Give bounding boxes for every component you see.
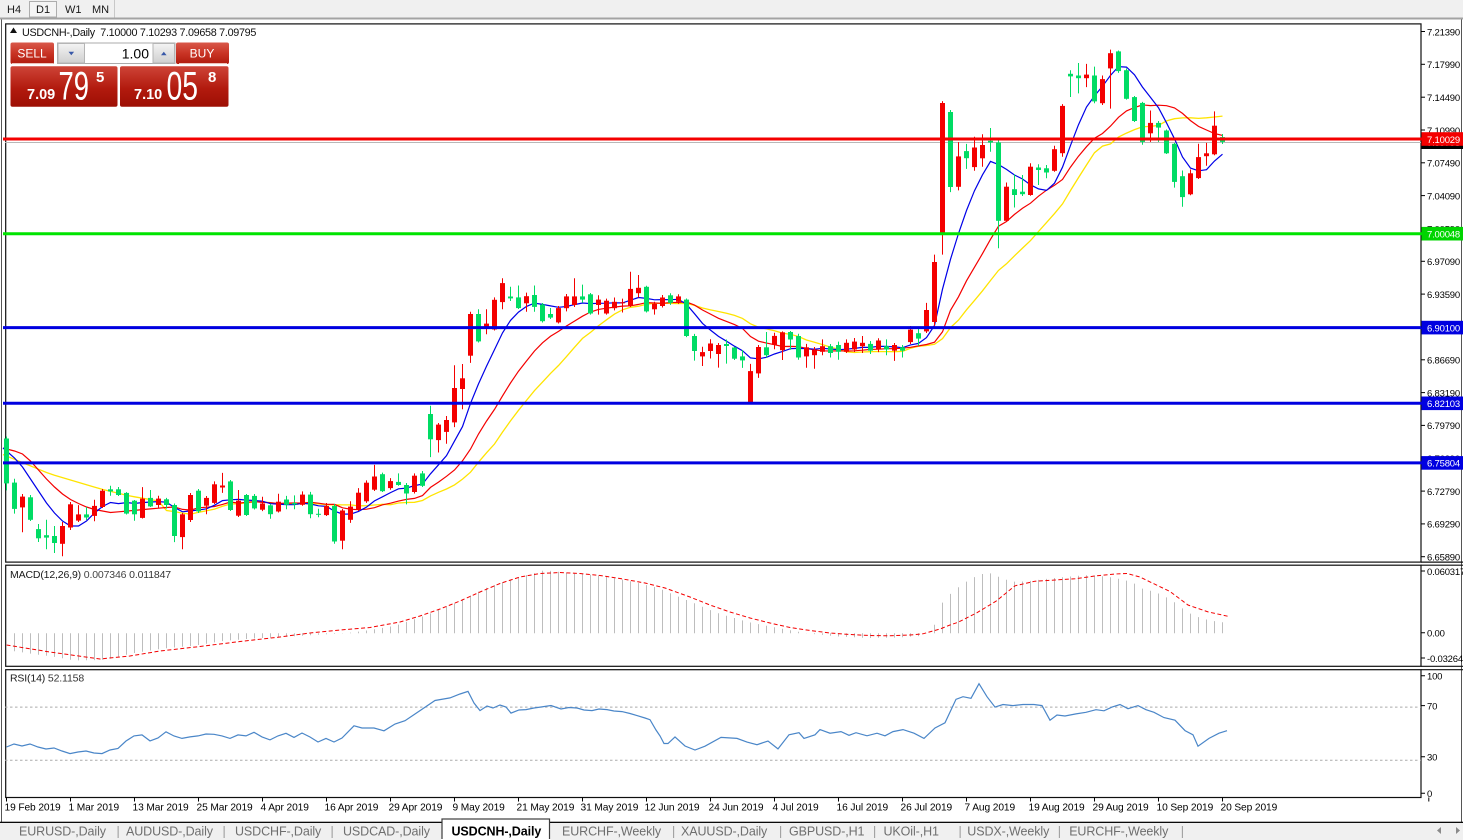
svg-text:19 Aug 2019: 19 Aug 2019 [1029, 803, 1086, 814]
svg-text:|: | [1181, 825, 1184, 839]
svg-text:7.10: 7.10 [134, 87, 162, 103]
svg-text:|: | [959, 825, 962, 839]
svg-text:6.86690: 6.86690 [1427, 356, 1460, 367]
svg-text:|: | [873, 825, 876, 839]
svg-text:6.75804: 6.75804 [1427, 459, 1460, 470]
svg-text:4 Apr 2019: 4 Apr 2019 [261, 803, 310, 814]
svg-text:USDCNH-,Daily 7.10000 7.10293: USDCNH-,Daily 7.10000 7.10293 7.09658 7.… [22, 27, 256, 39]
svg-text:6.97090: 6.97090 [1427, 257, 1460, 268]
svg-text:SELL: SELL [17, 47, 47, 61]
svg-text:7.09: 7.09 [27, 87, 55, 103]
svg-text:EURUSD-,Daily: EURUSD-,Daily [19, 825, 107, 839]
svg-text:7.04090: 7.04090 [1427, 191, 1460, 202]
svg-text:EURCHF-,Weekly: EURCHF-,Weekly [1069, 825, 1169, 839]
svg-text:-0.032648: -0.032648 [1427, 654, 1463, 665]
svg-text:|: | [223, 825, 226, 839]
svg-text:D1: D1 [36, 4, 50, 16]
svg-text:26 Jul 2019: 26 Jul 2019 [901, 803, 953, 814]
svg-text:100: 100 [1427, 672, 1442, 683]
svg-text:29 Aug 2019: 29 Aug 2019 [1093, 803, 1150, 814]
svg-text:GBPUSD-,H1: GBPUSD-,H1 [789, 825, 865, 839]
svg-text:7.07490: 7.07490 [1427, 159, 1460, 170]
svg-text:9 May 2019: 9 May 2019 [453, 803, 506, 814]
svg-text:0.00: 0.00 [1427, 629, 1445, 640]
svg-text:20 Sep 2019: 20 Sep 2019 [1221, 803, 1278, 814]
svg-text:25 Mar 2019: 25 Mar 2019 [197, 803, 254, 814]
svg-text:70: 70 [1427, 701, 1437, 712]
svg-text:19 Feb 2019: 19 Feb 2019 [5, 803, 62, 814]
svg-text:USDCHF-,Daily: USDCHF-,Daily [235, 825, 322, 839]
svg-text:7.10029: 7.10029 [1427, 135, 1460, 146]
svg-text:USDX-,Weekly: USDX-,Weekly [967, 825, 1050, 839]
svg-text:6.69290: 6.69290 [1427, 520, 1460, 531]
svg-text:79: 79 [59, 65, 90, 109]
svg-text:RSI(14) 52.1158: RSI(14) 52.1158 [10, 673, 84, 685]
svg-text:6.93590: 6.93590 [1427, 290, 1460, 301]
svg-text:12 Jun 2019: 12 Jun 2019 [645, 803, 700, 814]
svg-text:USDCNH-,Daily: USDCNH-,Daily [452, 825, 542, 839]
svg-text:7.21390: 7.21390 [1427, 27, 1460, 38]
svg-text:XAUUSD-,Daily: XAUUSD-,Daily [681, 825, 768, 839]
svg-text:AUDUSD-,Daily: AUDUSD-,Daily [126, 825, 214, 839]
svg-text:16 Apr 2019: 16 Apr 2019 [325, 803, 379, 814]
svg-text:6.65890: 6.65890 [1427, 553, 1460, 564]
svg-text:5: 5 [96, 69, 104, 86]
svg-text:|: | [672, 825, 675, 839]
svg-text:0.060317: 0.060317 [1427, 567, 1463, 578]
svg-text:6.90100: 6.90100 [1427, 323, 1460, 334]
svg-text:MACD(12,26,9) 0.007346 0.01184: MACD(12,26,9) 0.007346 0.011847 [10, 569, 171, 581]
svg-text:|: | [331, 825, 334, 839]
svg-text:BUY: BUY [190, 47, 215, 61]
svg-text:6.72790: 6.72790 [1427, 487, 1460, 498]
svg-text:7.10990: 7.10990 [1427, 126, 1460, 137]
svg-text:H4: H4 [7, 4, 21, 16]
svg-text:W1: W1 [65, 4, 82, 16]
svg-text:0: 0 [1427, 789, 1432, 800]
svg-text:6.79790: 6.79790 [1427, 421, 1460, 432]
svg-text:|: | [1058, 825, 1061, 839]
svg-text:21 May 2019: 21 May 2019 [517, 803, 575, 814]
svg-text:7.14490: 7.14490 [1427, 93, 1460, 104]
svg-text:29 Apr 2019: 29 Apr 2019 [389, 803, 443, 814]
svg-text:05: 05 [167, 65, 199, 109]
svg-text:USDCAD-,Daily: USDCAD-,Daily [343, 825, 431, 839]
svg-text:30: 30 [1427, 753, 1437, 764]
svg-text:7.00048: 7.00048 [1427, 230, 1460, 241]
svg-text:6.82103: 6.82103 [1427, 399, 1460, 410]
svg-text:31 May 2019: 31 May 2019 [581, 803, 639, 814]
svg-text:1.00: 1.00 [122, 46, 149, 62]
svg-text:24 Jun 2019: 24 Jun 2019 [709, 803, 764, 814]
svg-text:|: | [779, 825, 782, 839]
svg-text:10 Sep 2019: 10 Sep 2019 [1157, 803, 1214, 814]
svg-text:8: 8 [208, 69, 216, 86]
svg-text:13 Mar 2019: 13 Mar 2019 [133, 803, 190, 814]
svg-text:4 Jul 2019: 4 Jul 2019 [773, 803, 819, 814]
svg-text:7 Aug 2019: 7 Aug 2019 [965, 803, 1016, 814]
svg-text:|: | [117, 825, 120, 839]
svg-text:16 Jul 2019: 16 Jul 2019 [837, 803, 889, 814]
svg-text:UKOil-,H1: UKOil-,H1 [884, 825, 940, 839]
svg-text:7.17990: 7.17990 [1427, 60, 1460, 71]
svg-text:EURCHF-,Weekly: EURCHF-,Weekly [562, 825, 662, 839]
svg-text:1 Mar 2019: 1 Mar 2019 [69, 803, 120, 814]
svg-text:6.83190: 6.83190 [1427, 388, 1460, 399]
svg-text:MN: MN [92, 4, 109, 16]
